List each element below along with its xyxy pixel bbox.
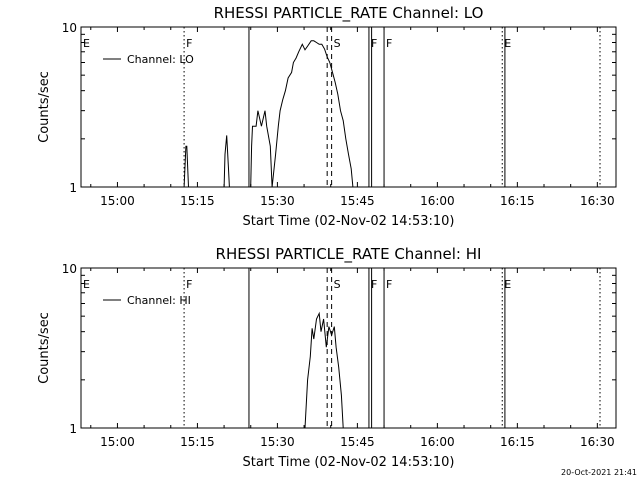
chart-title: RHESSI PARTICLE_RATE Channel: HI	[216, 245, 482, 264]
y-axis-label: Counts/sec	[37, 312, 52, 384]
y-tick-label: 1	[69, 181, 77, 195]
plot-frame	[80, 26, 617, 188]
x-tick-label: 15:30	[260, 194, 295, 208]
event-marker-label: F	[186, 37, 192, 50]
event-marker-label: F	[186, 278, 192, 291]
chart-title: RHESSI PARTICLE_RATE Channel: LO	[214, 4, 484, 23]
y-tick-label: 10	[62, 262, 77, 276]
x-tick-label: 16:15	[500, 194, 535, 208]
y-tick-label: 10	[62, 21, 77, 35]
x-tick-label: 15:00	[100, 194, 135, 208]
y-axis-label: Counts/sec	[37, 71, 52, 143]
x-tick-label: 16:00	[420, 435, 455, 449]
event-marker-label: F	[386, 37, 392, 50]
event-marker-label: E	[504, 278, 511, 291]
legend-label: Channel: LO	[127, 53, 194, 66]
x-tick-label: 16:15	[500, 435, 535, 449]
series-line	[183, 40, 354, 188]
x-tick-label: 15:00	[100, 435, 135, 449]
x-axis-label: Start Time (02-Nov-02 14:53:10)	[243, 214, 455, 229]
x-tick-label: 16:30	[580, 194, 615, 208]
timestamp: 20-Oct-2021 21:41	[561, 468, 637, 477]
legend-label: Channel: HI	[127, 294, 191, 307]
x-tick-label: 15:15	[180, 194, 215, 208]
x-tick-label: 15:30	[260, 435, 295, 449]
x-tick-label: 16:30	[580, 435, 615, 449]
event-marker-label: F	[371, 37, 377, 50]
event-marker-label: S	[334, 37, 341, 50]
panel-lo: RHESSI PARTICLE_RATE Channel: LO 15:00 15:…	[37, 4, 617, 229]
event-marker-label: E	[504, 37, 511, 50]
series-line	[304, 311, 344, 429]
x-axis-label: Start Time (02-Nov-02 14:53:10)	[243, 455, 455, 470]
x-tick-label: 15:45	[340, 194, 375, 208]
plot-frame	[80, 267, 617, 429]
panel-hi: RHESSI PARTICLE_RATE Channel: HI 15:00 15:…	[37, 245, 617, 470]
x-tick-label: 16:00	[420, 194, 455, 208]
event-marker-label: F	[371, 278, 377, 291]
event-marker-label: F	[386, 278, 392, 291]
x-tick-label: 15:45	[340, 435, 375, 449]
x-tick-label: 15:15	[180, 435, 215, 449]
y-tick-label: 1	[69, 422, 77, 436]
event-marker-label: E	[83, 278, 90, 291]
event-marker-label: E	[83, 37, 90, 50]
event-marker-label: S	[334, 278, 341, 291]
